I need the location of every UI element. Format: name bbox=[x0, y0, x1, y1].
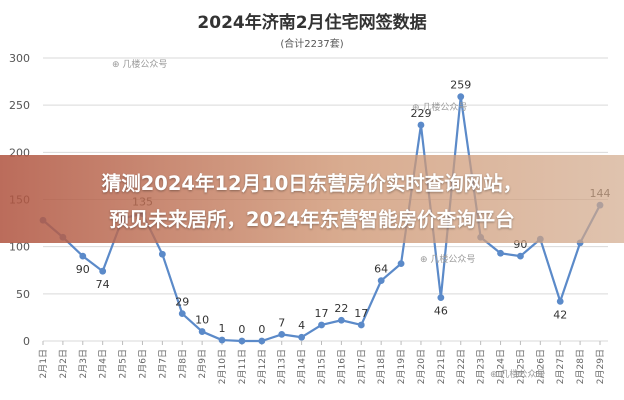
x-tick-label: 2月23日 bbox=[476, 349, 487, 384]
watermark: ⊕ 几楼公众号 bbox=[490, 370, 546, 380]
data-label: 29 bbox=[175, 296, 189, 309]
data-point bbox=[79, 252, 87, 260]
data-point bbox=[178, 310, 186, 318]
data-label: 0 bbox=[258, 323, 265, 336]
data-point bbox=[556, 297, 564, 305]
data-point bbox=[457, 93, 465, 101]
chart-title: 2024年济南2月住宅网签数据 bbox=[197, 13, 427, 33]
data-point bbox=[258, 337, 266, 345]
data-label: 46 bbox=[434, 305, 448, 318]
x-tick-label: 2月3日 bbox=[78, 349, 89, 378]
data-label: 7 bbox=[278, 316, 285, 329]
x-tick-label: 2月24日 bbox=[496, 349, 507, 384]
data-point bbox=[278, 330, 286, 338]
watermark: ⊕ 几楼公众号 bbox=[420, 255, 476, 265]
data-point bbox=[437, 294, 445, 302]
data-label: 17 bbox=[315, 307, 329, 320]
data-point bbox=[238, 337, 246, 345]
x-tick-label: 2月22日 bbox=[456, 349, 467, 384]
data-label: 17 bbox=[354, 307, 368, 320]
data-point bbox=[497, 249, 504, 257]
data-point bbox=[298, 333, 306, 341]
data-point bbox=[517, 252, 524, 260]
x-tick-label: 2月26日 bbox=[535, 349, 546, 384]
x-tick-label: 2月11日 bbox=[237, 349, 248, 384]
y-tick-label: 300 bbox=[9, 52, 30, 65]
x-tick-label: 2月7日 bbox=[157, 349, 168, 378]
x-tick-label: 2月25日 bbox=[515, 349, 526, 384]
data-label: 0 bbox=[238, 323, 245, 336]
x-tick-label: 2月13日 bbox=[277, 349, 288, 384]
data-label: 259 bbox=[450, 79, 471, 92]
x-tick-label: 2月21日 bbox=[436, 349, 447, 384]
data-label: 10 bbox=[195, 314, 209, 327]
data-point bbox=[158, 250, 166, 258]
x-tick-label: 2月17日 bbox=[356, 349, 367, 384]
headline-banner: 猜测2024年12月10日东营房价实时查询网站， 预见未来居所，2024年东营智… bbox=[0, 155, 624, 243]
x-tick-label: 2月16日 bbox=[336, 349, 347, 384]
y-tick-label: 50 bbox=[16, 288, 30, 301]
x-tick-label: 2月8日 bbox=[177, 349, 188, 378]
x-tick-label: 2月2日 bbox=[58, 349, 69, 378]
x-tick-label: 2月10日 bbox=[217, 349, 228, 384]
data-point bbox=[397, 260, 405, 268]
x-tick-label: 2月6日 bbox=[137, 349, 148, 378]
x-tick-label: 2月1日 bbox=[38, 349, 49, 378]
y-tick-label: 100 bbox=[9, 241, 30, 254]
headline-line-2: 预见未来居所，2024年东营智能房价查询平台 bbox=[109, 208, 515, 231]
x-tick-label: 2月5日 bbox=[118, 349, 129, 378]
data-label: 229 bbox=[410, 107, 431, 120]
x-tick-label: 2月20日 bbox=[416, 349, 427, 384]
data-label: 74 bbox=[96, 278, 110, 291]
y-tick-label: 250 bbox=[9, 99, 30, 112]
x-tick-label: 2月27日 bbox=[555, 349, 566, 384]
data-point bbox=[377, 277, 385, 285]
data-point bbox=[417, 121, 425, 129]
data-label: 22 bbox=[334, 302, 348, 315]
data-label: 90 bbox=[76, 263, 90, 276]
x-tick-label: 2月14日 bbox=[297, 349, 308, 384]
x-tick-label: 2月9日 bbox=[197, 349, 208, 378]
data-label: 4 bbox=[298, 319, 305, 332]
data-label: 64 bbox=[374, 263, 388, 276]
headline-line-1: 猜测2024年12月10日东营房价实时查询网站， bbox=[101, 172, 523, 195]
x-tick-label: 2月18日 bbox=[376, 349, 387, 384]
data-point bbox=[198, 328, 206, 335]
x-tick-label: 2月29日 bbox=[595, 349, 606, 384]
data-point bbox=[357, 321, 365, 329]
x-tick-label: 2月4日 bbox=[98, 349, 109, 378]
data-point bbox=[337, 316, 345, 324]
x-tick-label: 2月12日 bbox=[257, 349, 268, 384]
data-point bbox=[218, 336, 226, 344]
data-label: 42 bbox=[553, 308, 567, 321]
data-label: 1 bbox=[219, 322, 226, 335]
y-tick-label: 0 bbox=[23, 335, 30, 348]
x-tick-label: 2月28日 bbox=[575, 349, 586, 384]
watermark: ⊕ 几楼公众号 bbox=[412, 103, 468, 113]
chart-subtitle: (合计2237套) bbox=[280, 39, 344, 50]
data-point bbox=[318, 321, 325, 329]
x-tick-label: 2月15日 bbox=[317, 349, 328, 384]
watermark: ⊕ 几楼公众号 bbox=[112, 60, 168, 70]
x-tick-label: 2月19日 bbox=[396, 349, 407, 384]
data-point bbox=[99, 267, 107, 275]
